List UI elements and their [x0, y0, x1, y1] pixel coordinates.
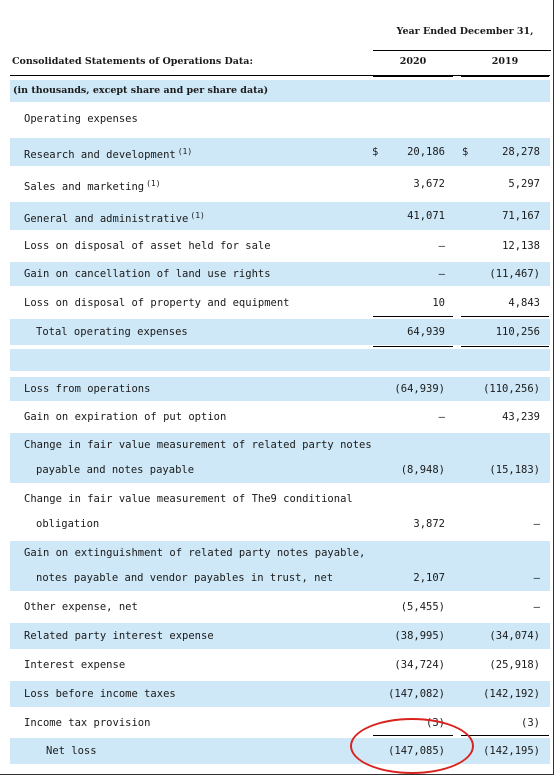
row-label: Net loss	[46, 745, 97, 757]
value-2019: 12,138	[502, 240, 540, 252]
table-row: Change in fair value measurement of The9…	[10, 487, 550, 537]
table-row: Sales and marketing (1) 3,672 5,297	[10, 170, 550, 198]
total-rule-2019	[461, 346, 549, 347]
row-label: General and administrative (1)	[24, 211, 205, 225]
value-2020: (64,939)	[394, 383, 445, 395]
value-2019: —	[533, 518, 540, 530]
value-2020: 10	[432, 297, 445, 309]
row-label: Related party interest expense	[24, 630, 214, 642]
table-row: Other expense, net (5,455) —	[10, 595, 550, 619]
currency-symbol: $	[372, 146, 379, 158]
table-row: Research and development (1) $ 20,186 $ 2…	[10, 138, 550, 166]
table-row: Operating expenses	[10, 108, 550, 130]
subtotal-rule-2019	[461, 316, 549, 317]
value-2019: 43,239	[502, 411, 540, 423]
spacer-band	[10, 349, 550, 371]
statement-title: Consolidated Statements of Operations Da…	[12, 56, 253, 67]
value-2020: 41,071	[407, 210, 445, 222]
row-label: Loss on disposal of asset held for sale	[24, 240, 271, 252]
column-header-2019: 2019	[491, 56, 519, 67]
value-2019: (142,195)	[483, 745, 540, 757]
value-2020: (147,082)	[388, 688, 445, 700]
value-2019: 28,278	[502, 146, 540, 158]
value-2019: 110,256	[495, 326, 540, 338]
net-rule-2019	[461, 735, 549, 736]
value-2020: 3,672	[413, 178, 445, 190]
row-label: Other expense, net	[24, 601, 138, 613]
row-label-continued: notes payable and vendor payables in tru…	[36, 572, 334, 584]
row-label: Loss before income taxes	[24, 688, 176, 700]
value-2019: (110,256)	[483, 383, 540, 395]
row-label: Income tax provision	[24, 717, 151, 729]
row-label: Change in fair value measurement of The9…	[24, 493, 353, 505]
value-2019: (25,918)	[489, 659, 540, 671]
period-underline	[373, 50, 551, 51]
value-2020: —	[438, 240, 445, 252]
table-row: Income tax provision (3) (3)	[10, 711, 550, 735]
table-row: Interest expense (34,724) (25,918)	[10, 653, 550, 677]
table-row: Change in fair value measurement of rela…	[10, 433, 550, 483]
row-label: Operating expenses	[24, 113, 138, 125]
value-2020: (5,455)	[400, 601, 445, 613]
table-row: Gain on expiration of put option — 43,23…	[10, 405, 550, 429]
value-2019: 71,167	[502, 210, 540, 222]
header-rule	[10, 75, 550, 76]
value-2020: (8,948)	[400, 464, 445, 476]
period-header: Year Ended December 31,	[396, 26, 534, 37]
value-2020: (38,995)	[394, 630, 445, 642]
value-2020: (34,724)	[394, 659, 445, 671]
row-label: Research and development (1)	[24, 147, 193, 161]
table-row: General and administrative (1) 41,071 71,…	[10, 202, 550, 230]
currency-symbol: $	[462, 146, 469, 158]
row-label: Loss from operations	[24, 383, 151, 395]
row-label: Change in fair value measurement of rela…	[24, 439, 372, 451]
value-2019: 4,843	[508, 297, 540, 309]
highlight-ellipse	[350, 718, 474, 774]
units-note: (in thousands, except share and per shar…	[13, 85, 269, 96]
subtotal-rule-2020	[373, 316, 453, 317]
row-label: Gain on extinguishment of related party …	[24, 547, 366, 559]
value-2019: (34,074)	[489, 630, 540, 642]
value-2020: 3,872	[413, 518, 445, 530]
row-label: Gain on expiration of put option	[24, 411, 227, 423]
value-2020: 2,107	[413, 572, 445, 584]
row-label: Total operating expenses	[36, 326, 188, 338]
total-rule-2020	[373, 346, 453, 347]
table-row: Loss from operations (64,939) (110,256)	[10, 377, 550, 401]
row-label-continued: payable and notes payable	[36, 464, 195, 476]
row-label: Sales and marketing (1)	[24, 179, 161, 193]
table-row: Gain on cancellation of land use rights …	[10, 262, 550, 286]
table-row: Loss on disposal of asset held for sale …	[10, 234, 550, 258]
value-2019: (11,467)	[489, 268, 540, 280]
header-rule-2019	[461, 75, 549, 77]
table-row: Gain on extinguishment of related party …	[10, 541, 550, 591]
value-2020: 20,186	[407, 146, 445, 158]
value-2019: (15,183)	[489, 464, 540, 476]
units-note-row: (in thousands, except share and per shar…	[10, 80, 550, 102]
header-rule-2020	[373, 75, 453, 77]
value-2020: —	[438, 411, 445, 423]
value-2020: —	[438, 268, 445, 280]
table-row: Related party interest expense (38,995) …	[10, 623, 550, 649]
value-2019: 5,297	[508, 178, 540, 190]
row-label: Loss on disposal of property and equipme…	[24, 297, 290, 309]
table-row: Loss before income taxes (147,082) (142,…	[10, 681, 550, 707]
row-label: Interest expense	[24, 659, 126, 671]
value-2019: (142,192)	[483, 688, 540, 700]
value-2019: (3)	[521, 717, 540, 729]
value-2019: —	[533, 601, 540, 613]
table-row: Total operating expenses 64,939 110,256	[10, 319, 550, 345]
row-label: Gain on cancellation of land use rights	[24, 268, 271, 280]
table-row: Loss on disposal of property and equipme…	[10, 291, 550, 315]
row-label-continued: obligation	[36, 518, 100, 530]
value-2020: 64,939	[407, 326, 445, 338]
column-header-2020: 2020	[399, 56, 427, 67]
value-2019: —	[533, 572, 540, 584]
